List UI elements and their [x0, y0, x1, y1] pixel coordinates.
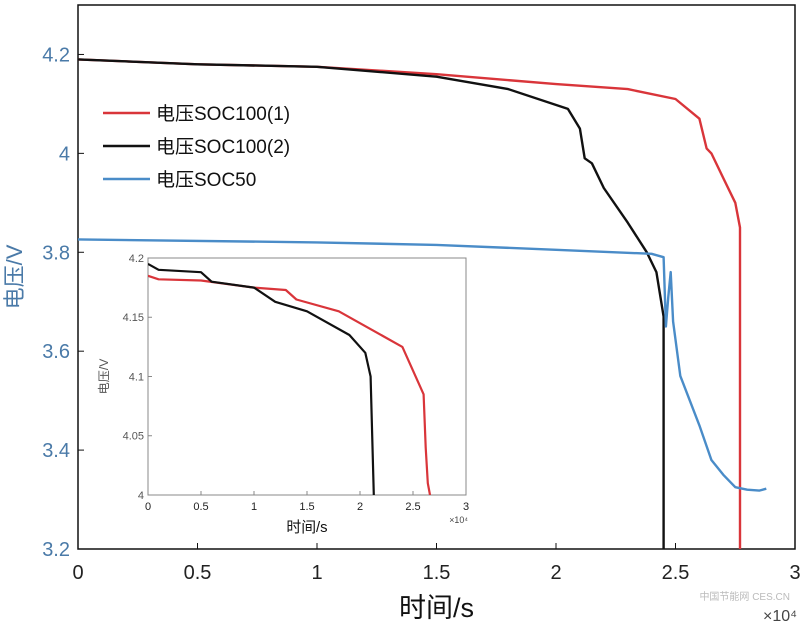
legend: 电压SOC100(1) 电压SOC100(2) 电压SOC50: [103, 103, 290, 191]
inset-x-tick-label: 0: [145, 501, 151, 513]
inset-series-line-2: [148, 262, 375, 495]
inset-x-axis-label: 时间/s: [286, 519, 327, 536]
legend-label: 电压SOC50: [156, 169, 256, 191]
legend-label: 电压SOC100(1): [156, 103, 290, 125]
main-y-tick-label: 3.4: [42, 440, 70, 462]
legend-label: 电压SOC100(2): [156, 136, 290, 158]
main-y-axis-label: 电压/V: [2, 244, 27, 309]
inset-y-tick-label: 4.1: [129, 371, 144, 383]
main-y-tick-label: 3.2: [42, 539, 70, 561]
main-x-axis-label: 时间/s: [399, 593, 474, 623]
inset-x-tick-label: 1.5: [299, 501, 314, 513]
inset-x-tick-label: 3: [463, 501, 469, 513]
inset-series-line-1: [148, 274, 432, 495]
inset-chart: 0 0.5 1 1.5 2 2.5 3 4 4.05 4.1 4.15 4.2 时间/s 电压/V ×10⁴: [97, 253, 469, 536]
main-x-tick-label: 2: [550, 562, 561, 584]
main-y-tick-label: 4: [59, 143, 70, 165]
main-x-tick-label: 2.5: [662, 562, 690, 584]
main-y-tick-label: 3.6: [42, 341, 70, 363]
main-series-line-2: [78, 58, 665, 549]
inset-x-tick-label: 0.5: [193, 501, 208, 513]
inset-y-tick-label: 4.05: [123, 431, 144, 443]
watermark-logo: 中国节能网 CES.CN: [699, 590, 790, 603]
main-y-tick-label: 4.2: [42, 44, 70, 66]
main-x-tick-label: 1: [311, 562, 322, 584]
inset-x-tick-label: 2: [357, 501, 363, 513]
main-x-tick-label: 0: [72, 562, 83, 584]
inset-x-tick-label: 1: [251, 501, 257, 513]
inset-x-tick-label: 2.5: [405, 501, 420, 513]
inset-y-axis-label: 电压/V: [97, 358, 111, 395]
inset-plot-frame: [147, 257, 467, 496]
inset-y-tick-label: 4: [138, 490, 144, 502]
main-x-tick-label: 0.5: [184, 562, 212, 584]
main-x-tick-label: 1.5: [423, 562, 451, 584]
inset-x-multiplier: ×10⁴: [449, 515, 468, 525]
main-x-multiplier: ×10⁴: [763, 608, 797, 625]
inset-y-tick-label: 4.2: [129, 253, 144, 265]
main-x-tick-label: 3: [789, 562, 800, 584]
main-y-tick-label: 3.8: [42, 242, 70, 264]
inset-y-tick-label: 4.15: [123, 312, 144, 324]
main-series-line-3: [78, 238, 767, 492]
